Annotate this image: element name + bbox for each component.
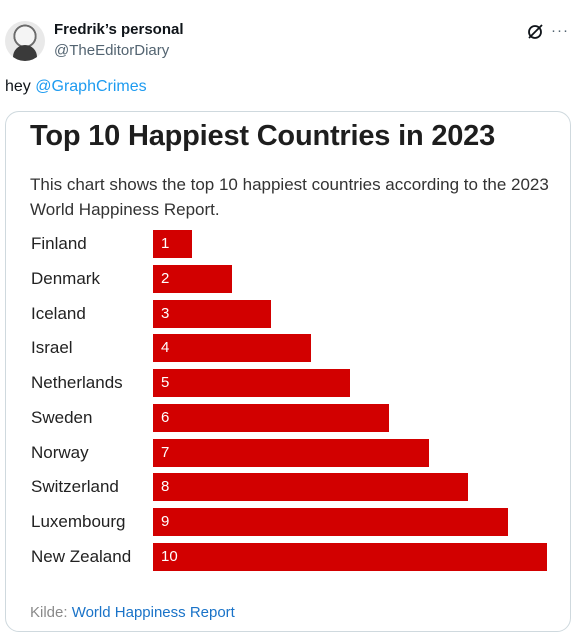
bar-value-label: 2 [161, 269, 170, 287]
bar: 3 [153, 299, 272, 328]
tweet-text-prefix: hey [5, 78, 36, 95]
bar: 4 [153, 334, 311, 363]
bar: 10 [153, 542, 547, 571]
avatar[interactable] [5, 21, 45, 61]
image-card[interactable]: Top 10 Happiest Countries in 2023 This c… [5, 111, 571, 632]
chart-subtitle: This chart shows the top 10 happiest cou… [30, 175, 549, 219]
category-label: Israel [31, 338, 73, 358]
category-label: Switzerland [31, 477, 119, 497]
bar: 1 [153, 230, 193, 258]
category-label: Norway [31, 442, 89, 462]
bar-row: Netherlands 5 [6, 369, 570, 397]
category-label: Luxembourg [31, 512, 126, 531]
category-label: Netherlands [31, 373, 123, 392]
bar: 6 [153, 403, 390, 432]
bar: 7 [153, 438, 429, 467]
tweet-text: hey @GraphCrimes [5, 78, 147, 96]
bar-row: Denmark 2 [6, 264, 570, 293]
grok-icon[interactable] [526, 23, 544, 41]
bar-row: Finland 1 [6, 230, 570, 258]
mention-link[interactable]: @GraphCrimes [35, 78, 147, 95]
bar-value-label: 8 [161, 478, 170, 496]
bar-value-label: 6 [161, 408, 170, 426]
bar-value-label: 10 [161, 547, 178, 565]
user-handle[interactable]: @TheEditorDiary [54, 42, 170, 59]
bar-row: Sweden 6 [6, 403, 570, 432]
source-line: Kilde: World Happiness Report [30, 604, 235, 621]
bar-row: Norway 7 [6, 438, 570, 467]
bar-row: Switzerland 8 [6, 473, 570, 502]
bar: 2 [153, 264, 232, 293]
bar-row: Israel 4 [6, 334, 570, 363]
chart-title: Top 10 Happiest Countries in 2023 [30, 120, 496, 152]
bar-value-label: 9 [161, 513, 170, 530]
more-options-icon[interactable]: ··· [551, 22, 569, 39]
bar-row: Luxembourg 9 [6, 508, 570, 536]
bar-row: Iceland 3 [6, 299, 570, 328]
source-label: Kilde: [30, 604, 68, 621]
category-label: Denmark [31, 268, 100, 288]
category-label: Iceland [31, 303, 86, 323]
bar-value-label: 7 [161, 443, 170, 461]
bar-value-label: 4 [161, 339, 170, 357]
bar-value-label: 1 [161, 235, 170, 252]
bar: 5 [153, 369, 350, 397]
tweet-header: Fredrik’s personal @TheEditorDiary ··· [0, 0, 575, 70]
category-label: New Zealand [31, 546, 132, 566]
bar-value-label: 3 [161, 304, 170, 322]
category-label: Finland [31, 234, 87, 253]
bar-value-label: 5 [161, 374, 170, 391]
bar-row: New Zealand 10 [6, 542, 570, 571]
source-link[interactable]: World Happiness Report [71, 604, 235, 621]
bar: 9 [153, 508, 508, 536]
category-label: Sweden [31, 407, 93, 427]
display-name[interactable]: Fredrik’s personal [54, 21, 184, 38]
bar: 8 [153, 473, 469, 502]
bar-chart: Finland 1 Denmark 2 Iceland 3 Israel 4 Netherlan… [6, 230, 570, 580]
